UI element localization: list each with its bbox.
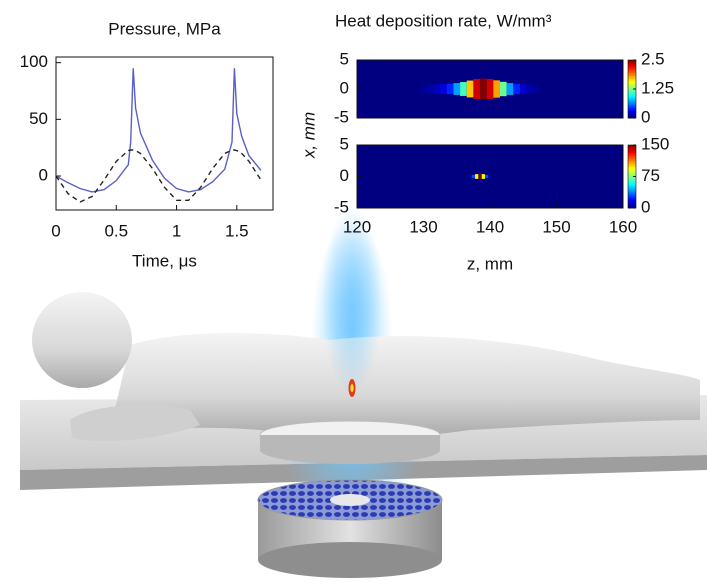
line-series: [56, 150, 261, 202]
heatmap-cell: [420, 85, 427, 94]
y-tick-label: 0: [340, 166, 349, 185]
x-tick-label: 160: [609, 217, 637, 236]
heatmap-cell: [447, 84, 454, 94]
colorbar-tick-label: 75: [641, 166, 660, 185]
heatmap-cell: [527, 85, 534, 94]
heatmap-cell: [500, 82, 507, 96]
heatmap-cell: [475, 174, 478, 179]
y-tick-label: 0: [39, 165, 48, 184]
heatmap-cell: [520, 84, 527, 93]
chart-title: Pressure, MPa: [108, 19, 221, 38]
y-tick-label: -5: [334, 197, 349, 216]
y-tick-label: 5: [340, 134, 349, 153]
x-axis-label: Time, μs: [132, 251, 197, 270]
x-tick-label: 120: [343, 217, 371, 236]
heatmap-cell: [513, 84, 520, 94]
x-tick-label: 0.5: [104, 221, 128, 240]
x-tick-label: 0: [51, 221, 60, 240]
colorbar-tick-label: 0: [641, 197, 650, 216]
heatmap-cell: [433, 84, 440, 93]
heatmap-cell: [533, 85, 540, 94]
heatmap-cell: [472, 175, 475, 178]
heatmap-cell: [507, 83, 514, 95]
heatmap-cell: [485, 175, 488, 178]
y-tick-label: 100: [20, 52, 48, 71]
x-tick-label: 130: [409, 217, 437, 236]
y-axis-label: x, mm: [299, 112, 318, 159]
x-tick-label: 140: [476, 217, 504, 236]
y-tick-label: -5: [334, 107, 349, 126]
heatmap-cell: [493, 80, 500, 97]
figure: Pressure, MPaTime, μs00.511.5050100Heat …: [0, 0, 707, 583]
heatmap-cell: [467, 81, 474, 98]
heatmap-cell: [488, 175, 491, 178]
chart-title: Heat deposition rate, W/mm³: [335, 11, 552, 30]
illustration: [20, 205, 707, 578]
y-tick-label: 50: [29, 109, 48, 128]
x-tick-label: 150: [542, 217, 570, 236]
x-tick-label: 1: [172, 221, 181, 240]
colorbar-tick-label: 0: [641, 107, 650, 126]
heatmap-cell: [478, 173, 481, 179]
heatmap-cell: [440, 84, 447, 94]
y-tick-label: 0: [340, 78, 349, 97]
colorbar-tick-label: 1.25: [641, 78, 674, 97]
colorbar-tick-label: 2.5: [641, 49, 665, 68]
heatmap-cell: [453, 83, 460, 95]
heatmap-cell: [482, 174, 485, 179]
x-axis-label: z, mm: [467, 254, 513, 273]
x-tick-label: 1.5: [225, 221, 249, 240]
line-series: [56, 68, 261, 192]
colorbar-tick-label: 150: [641, 134, 669, 153]
heatmap-cell: [460, 82, 467, 96]
heatmap-cell: [480, 79, 487, 100]
heatmap-cell: [468, 175, 471, 178]
heatmap-cell: [427, 85, 434, 94]
heatmap-cell: [487, 79, 494, 99]
heatmap-cell: [473, 79, 480, 99]
y-tick-label: 5: [340, 49, 349, 68]
